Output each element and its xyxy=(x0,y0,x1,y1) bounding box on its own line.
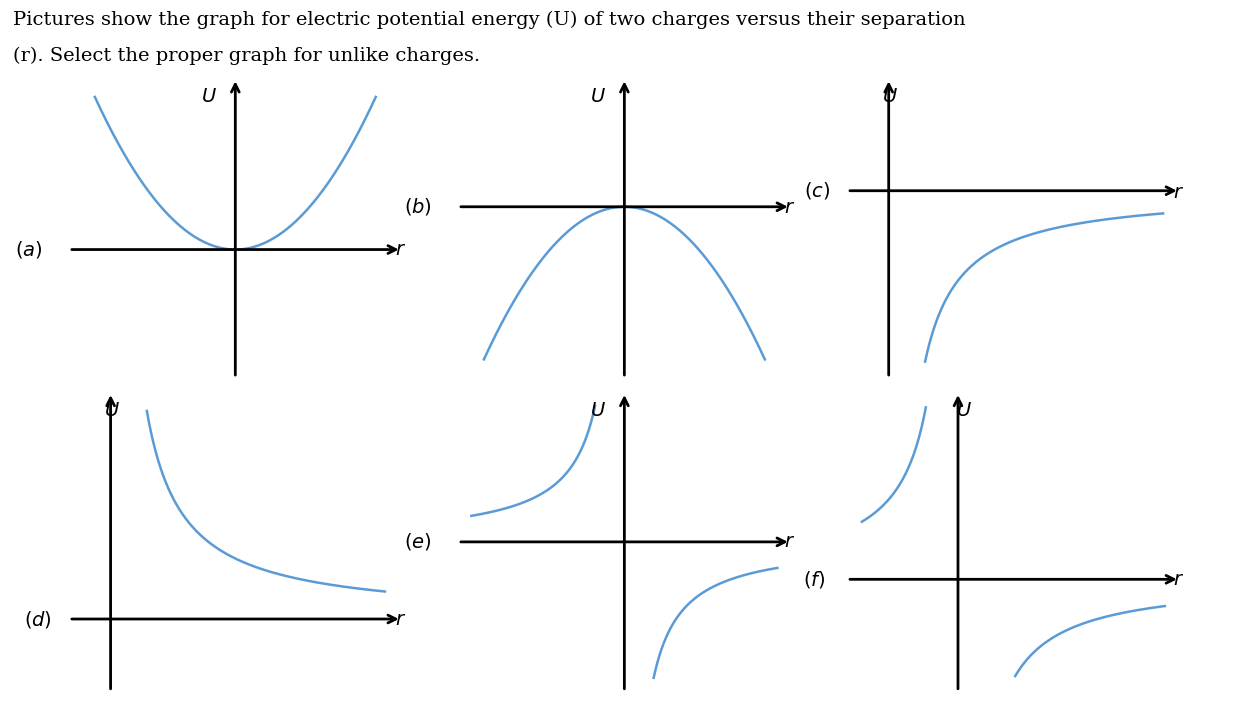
Text: $U$: $U$ xyxy=(955,401,971,420)
Text: $r$: $r$ xyxy=(784,198,794,217)
Text: $r$: $r$ xyxy=(1173,183,1183,202)
Text: $U$: $U$ xyxy=(882,88,899,106)
Text: $U$: $U$ xyxy=(590,88,606,106)
Text: $r$: $r$ xyxy=(395,240,405,259)
Text: $(d)$: $(d)$ xyxy=(24,608,53,630)
Text: $U$: $U$ xyxy=(590,401,606,420)
Text: $r$: $r$ xyxy=(395,610,405,630)
Text: $(e)$: $(e)$ xyxy=(404,531,432,553)
Text: Pictures show the graph for electric potential energy (U) of two charges versus : Pictures show the graph for electric pot… xyxy=(13,11,965,29)
Text: $r$: $r$ xyxy=(1173,570,1183,589)
Text: $(b)$: $(b)$ xyxy=(404,196,432,217)
Text: $(f)$: $(f)$ xyxy=(802,569,825,590)
Text: (r). Select the proper graph for unlike charges.: (r). Select the proper graph for unlike … xyxy=(13,46,479,65)
Text: $(a)$: $(a)$ xyxy=(15,239,43,260)
Text: $U$: $U$ xyxy=(201,88,217,106)
Text: $U$: $U$ xyxy=(104,401,120,420)
Text: $r$: $r$ xyxy=(784,533,794,551)
Text: $(c)$: $(c)$ xyxy=(804,180,831,201)
